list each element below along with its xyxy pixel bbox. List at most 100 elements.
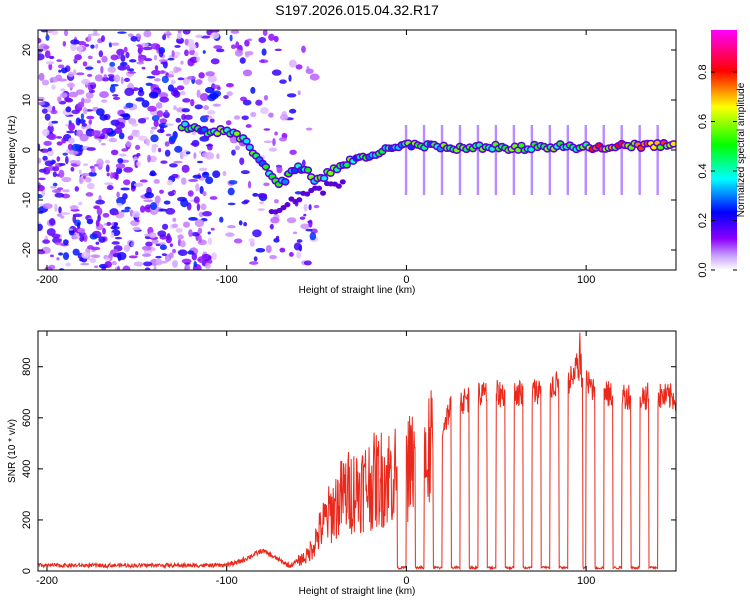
noise-blob [57,78,68,82]
noise-blob [164,141,170,147]
noise-blob [136,153,141,157]
noise-blob [48,63,53,71]
noise-blob [268,112,274,118]
noise-blob [225,120,232,126]
x-tick-label: -100 [216,274,238,286]
spectrogram-spike [512,125,516,195]
noise-blob [124,206,131,210]
noise-blob [130,180,137,190]
noise-blob [195,183,200,192]
noise-blob [89,257,97,263]
noise-blob [147,105,157,112]
noise-blob [248,238,255,242]
noise-blob [131,123,138,127]
snr-y-axis-title: SNR (10 * v/v) [7,419,18,483]
noise-blob [138,86,144,93]
noise-blob [63,30,69,37]
noise-blob [103,74,107,78]
y-tick-label: 400 [21,460,33,478]
noise-blob [187,58,195,67]
noise-blob [296,251,302,259]
carrier-branch-blob [316,185,323,191]
colorbar-tick-label: 0.2 [697,213,709,228]
noise-blob [159,189,164,194]
noise-blob [137,117,147,124]
noise-blob [62,239,69,245]
noise-blob [56,141,63,146]
noise-blob [149,170,156,176]
noise-blob [93,265,99,269]
noise-blob [183,221,190,228]
noise-blob [77,201,83,206]
noise-blob [151,239,159,244]
noise-blob [185,264,191,270]
noise-blob [68,91,79,98]
noise-blob [239,157,245,166]
noise-blob [198,72,205,79]
noise-blob [160,160,168,164]
noise-blob [209,92,219,100]
noise-blob [90,44,95,49]
noise-blob [73,69,77,76]
noise-blob [101,127,111,134]
noise-blob [257,193,268,198]
noise-blob [77,41,86,46]
noise-blob [42,155,48,161]
noise-blob [38,157,42,164]
noise-blob [177,30,182,34]
noise-blob [38,177,46,181]
noise-blob [144,192,154,199]
y-tick-label: -10 [21,192,33,208]
noise-blob [101,76,110,82]
noise-blob [140,42,149,47]
noise-blob [136,160,142,167]
noise-blob [101,35,105,42]
noise-blob [175,67,182,72]
noise-blob [85,177,92,183]
noise-blob [65,106,72,113]
noise-blob [62,40,67,47]
noise-blob [195,34,203,38]
noise-blob [58,206,62,214]
x-tick-label: -200 [36,274,58,286]
noise-blob [151,145,157,153]
noise-blob [181,114,187,121]
noise-blob [226,91,234,97]
noise-blob [182,30,191,35]
noise-blob [101,99,108,103]
carrier-blob [343,162,350,168]
noise-blob [123,179,131,186]
noise-blob [156,110,164,118]
noise-blob [95,199,105,205]
noise-blob [165,235,172,244]
noise-blob [268,147,278,152]
noise-blob [303,213,307,217]
noise-blob [54,242,64,246]
noise-blob [106,185,114,191]
spectrogram-x-axis: -200 -100 0 100 [36,30,595,286]
noise-blob [116,202,123,207]
noise-blob [185,151,191,155]
spectrogram-spike [404,125,408,195]
noise-blob [258,59,269,64]
spectrogram-spike [656,125,659,195]
noise-blob [38,101,46,106]
noise-blob [82,107,88,115]
noise-blob [142,253,152,257]
noise-blob [155,243,161,247]
noise-blob [122,193,128,200]
noise-blob [116,251,127,261]
noise-blob [148,232,157,239]
noise-blob [158,242,166,245]
spectrogram-spike [638,125,641,195]
noise-blob [38,143,41,151]
noise-blob [255,247,266,253]
noise-blob [143,30,152,38]
noise-blob [80,113,85,120]
noise-blob [181,164,190,173]
noise-blob [176,85,185,91]
noise-blob [222,171,227,177]
noise-blob [242,69,253,77]
noise-blob [206,143,213,151]
noise-blob [188,179,199,182]
